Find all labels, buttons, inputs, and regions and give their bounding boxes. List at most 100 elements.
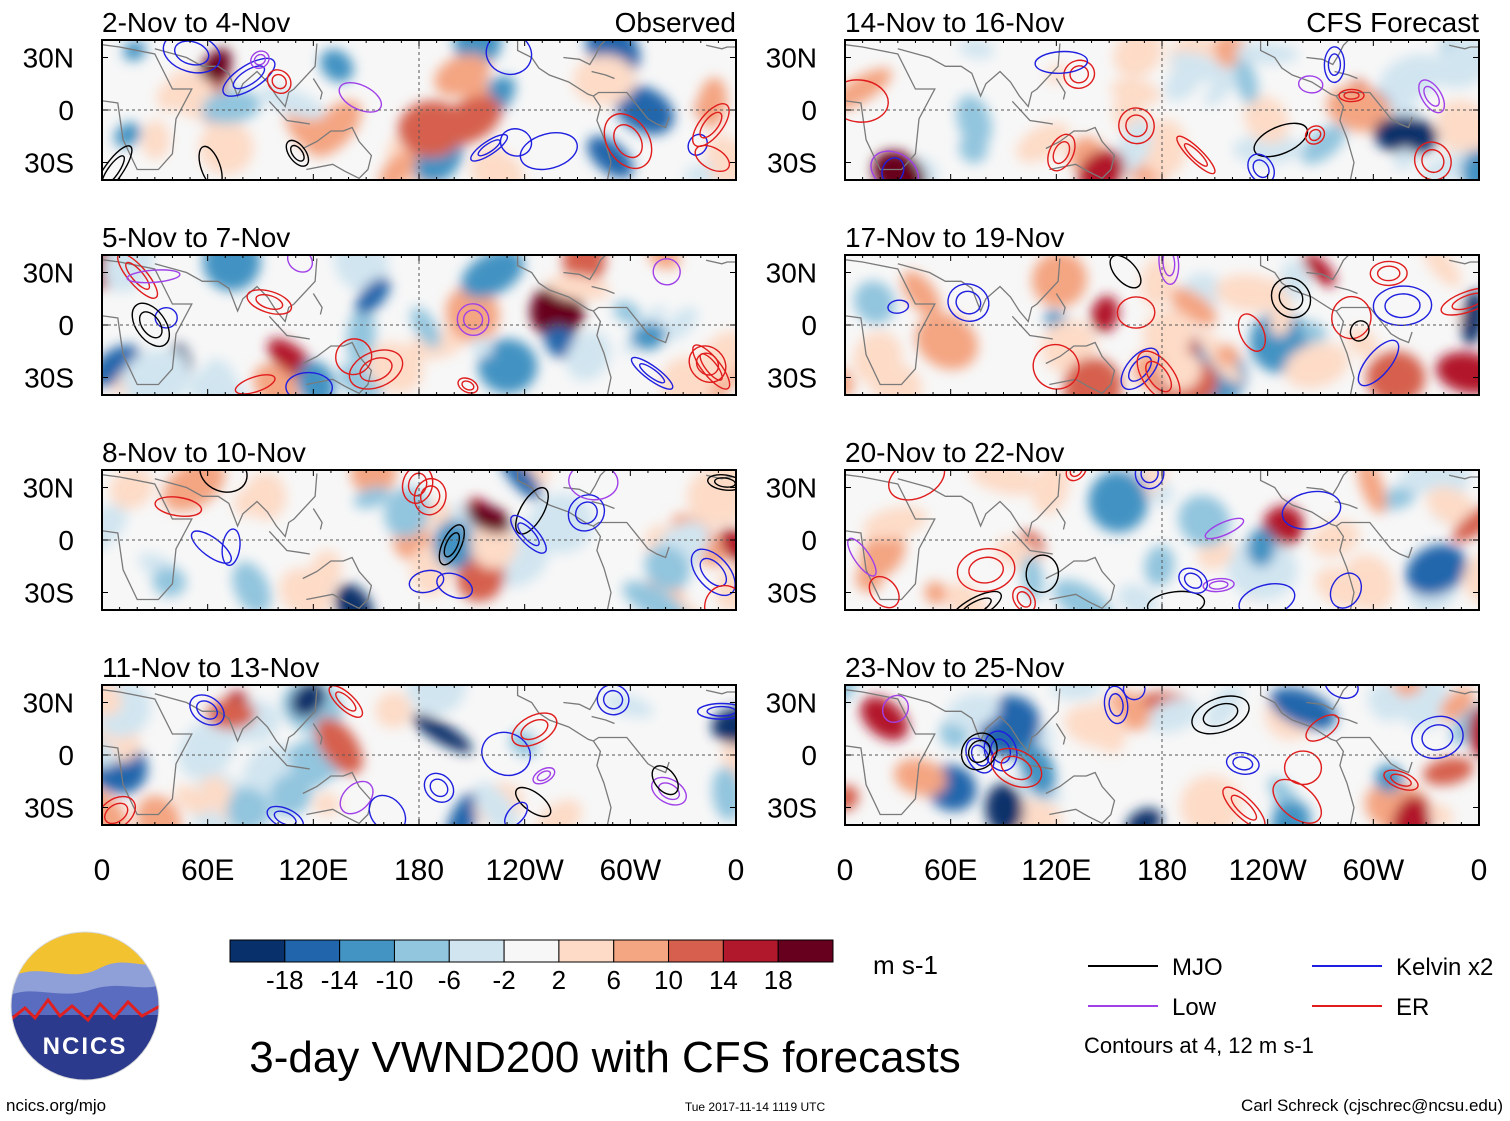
contour (162, 40, 221, 74)
coastlines (845, 685, 1479, 825)
coastline (845, 259, 936, 386)
footer-url[interactable]: ncics.org/mjo (6, 1096, 106, 1115)
shading-blob (1142, 308, 1194, 359)
coastline (1055, 78, 1066, 100)
contour (967, 739, 991, 764)
shading-blob (315, 717, 363, 775)
coastline (312, 723, 323, 745)
contour (519, 132, 578, 171)
contour (221, 528, 241, 567)
contour (574, 501, 598, 525)
x-tick-label: 0 (1471, 854, 1488, 887)
contour (1329, 572, 1363, 609)
contours (102, 40, 731, 180)
contour (255, 293, 284, 311)
shading-blob (1357, 470, 1387, 514)
contour (339, 780, 374, 815)
colorbar: -18 -14 -10 -6 -2 2 6 10 14 18 m s-1 (229, 939, 938, 995)
coastline (1448, 44, 1479, 50)
coastline (102, 259, 193, 386)
contour (1278, 285, 1304, 311)
contour (959, 597, 992, 610)
shading-blob (1440, 687, 1475, 722)
shading-blob (102, 504, 128, 554)
contour (694, 144, 731, 173)
y-tick-label: 0 (801, 525, 817, 556)
contour (1032, 343, 1080, 390)
contour (983, 730, 1018, 772)
coastline (1011, 530, 1053, 555)
shading-blob (1310, 519, 1360, 558)
contour (1116, 296, 1156, 329)
shading-blob (915, 313, 978, 370)
shading-blob (644, 545, 691, 591)
contour (650, 776, 688, 806)
shading-blob (1088, 701, 1126, 754)
y-tick-label: 30S (767, 793, 817, 824)
contour (1222, 786, 1266, 825)
contours (847, 470, 1363, 610)
colorbar-label: -10 (376, 965, 414, 995)
footer-credit: Carl Schreck (cjschrec@ncsu.edu) (1241, 1096, 1503, 1115)
map-panel: 30N 0 30S 23-Nov to 25-Nov (766, 652, 1480, 826)
contour (947, 283, 990, 322)
coastlines (845, 255, 1479, 395)
shading-blob (350, 470, 397, 496)
legend-label: ER (1396, 994, 1429, 1021)
coastline (1306, 40, 1350, 66)
panels: 30N 0 30S 2-Nov to 4-Nov Observed 30N 0 30S 5-No… (23, 7, 1480, 826)
shading-blob (1422, 757, 1474, 786)
y-tick-label: 30N (23, 688, 74, 719)
x-tick-label: 180 (1137, 854, 1187, 887)
coastline (102, 689, 193, 816)
shading-blob (136, 795, 182, 825)
coastlines (845, 40, 1479, 180)
contour (613, 124, 643, 159)
shading-blob (446, 791, 481, 825)
shading-blob (1011, 796, 1062, 825)
shading-blob (1467, 705, 1479, 758)
legend-label: Kelvin x2 (1396, 954, 1493, 981)
contour (699, 557, 728, 587)
contour (1421, 724, 1454, 751)
panel-date-label: 23-Nov to 25-Nov (845, 652, 1064, 683)
contour (602, 689, 624, 710)
contour (1136, 350, 1181, 395)
shading-blob (985, 783, 1024, 825)
y-tick-label: 30N (23, 473, 74, 504)
shading-blob (1271, 800, 1311, 825)
coastlines (102, 255, 736, 395)
shading-blob (924, 581, 947, 605)
shading-blob (719, 527, 736, 566)
shading-blob (901, 270, 941, 317)
contour (1069, 65, 1090, 84)
contour (1283, 750, 1323, 786)
shading-blob (1366, 351, 1426, 395)
coastline (1448, 689, 1479, 695)
coastline (1306, 685, 1350, 711)
coastline (1055, 723, 1066, 745)
shading-blob (663, 307, 698, 341)
ncics-logo (10, 931, 160, 1081)
contour (1140, 470, 1159, 484)
colorbar-label: -14 (321, 965, 359, 995)
shading-field (102, 255, 736, 395)
contour (401, 470, 434, 504)
coastline (845, 474, 936, 601)
coastline (1011, 745, 1053, 770)
shading-blob (1243, 95, 1290, 144)
shading-field (845, 685, 1479, 825)
contour (1327, 53, 1342, 76)
x-tick-label: 60W (599, 854, 661, 887)
coastline (1045, 126, 1116, 180)
shading-blob (1280, 260, 1309, 300)
shading-blob (853, 280, 896, 324)
shading-blob (178, 718, 236, 780)
coastline (591, 70, 615, 80)
coastline (102, 44, 193, 171)
coastline (312, 78, 323, 100)
contour (1025, 554, 1060, 593)
contour (657, 782, 681, 801)
coastline (516, 470, 612, 610)
